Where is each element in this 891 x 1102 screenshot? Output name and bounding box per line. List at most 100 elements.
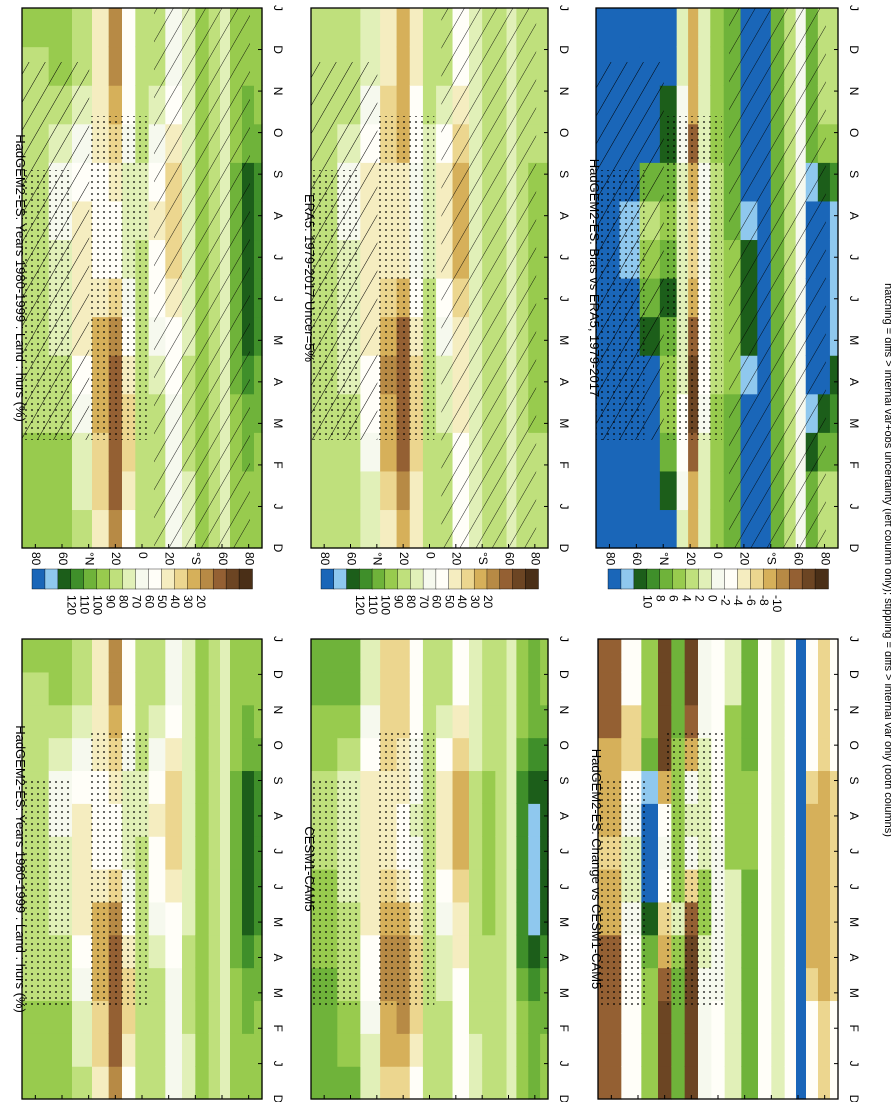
heat-cell [254,639,263,673]
heat-cell [482,704,496,739]
heat-cell [796,934,807,969]
heat-cell [771,770,786,804]
colorbar-label: 90 [103,595,117,609]
heat-cell [495,934,508,969]
colorbar-label: 8 [654,595,668,602]
x-tick-label: J [847,296,861,302]
heat-cell [771,1033,786,1067]
heat-cell [540,704,549,739]
heat-cell [818,1000,831,1034]
colorbar-label: 120 [353,595,367,615]
heat-cell [711,639,726,673]
heat-cell [311,671,338,706]
heat-cell [495,737,508,772]
heat-cell [254,85,263,125]
panel-title: HadGEM2-ES: Change vs CESM1-CAM5 [589,749,604,990]
heat-cell [452,803,470,837]
x-tick-label: D [847,45,861,54]
heat-cell [452,770,470,804]
heat-cell [230,901,243,936]
heat-cell [242,1066,255,1100]
heat-cell [540,639,549,673]
panel-p4: DJFMAMJJASONDJ8060°N20020°S6080HadGEM2-E… [13,568,285,1102]
x-tick-label: J [557,1061,571,1067]
heat-cell [409,470,424,511]
heat-cell [337,1066,361,1100]
colorbar-swatch [461,568,475,590]
heat-cell [619,8,641,48]
heat-cell [676,8,689,48]
heat-cell [540,737,549,772]
heat-cell [540,8,549,48]
heat-cell [135,85,150,125]
x-tick-label: A [557,212,571,220]
y-tick-label: 20 [738,552,752,566]
y-tick-label: 80 [29,552,43,566]
heat-cell [621,1066,642,1100]
heat-cell [230,934,243,969]
stipple-overlay [311,170,359,440]
heat-cell [311,8,338,48]
heat-cell [396,8,411,48]
heat-cell [436,836,454,870]
heat-cell [469,967,483,1002]
heat-cell [380,8,398,48]
heat-cell [311,509,338,549]
heat-cell [409,1066,424,1100]
colorbar-swatch [212,568,227,590]
heat-cell [641,1033,659,1067]
colorbar-swatch [486,568,501,590]
colorbar-swatch [435,568,450,590]
stipple-overlay [596,170,645,440]
x-tick-label: J [271,1061,285,1067]
heat-cell [165,737,183,772]
heat-cell [710,509,725,549]
heat-cell [830,770,839,804]
heat-cell [92,432,110,472]
heat-cell [528,967,541,1002]
heat-cell [165,967,183,1002]
heat-cell [771,836,786,870]
heat-cell [72,8,93,48]
heat-cell [220,639,231,673]
x-tick-label: A [557,812,571,820]
colorbar-label: 110 [78,595,92,614]
heat-cell [122,1000,136,1034]
stipple-overlay [89,731,147,1007]
heat-cell [148,704,166,739]
heat-cell [380,671,398,706]
heat-cell [784,704,797,739]
heat-cell [195,704,210,739]
x-tick-label: J [847,1061,861,1067]
heat-cell [495,671,508,706]
x-tick-label: N [847,705,861,714]
heat-cell [108,671,123,706]
heat-cell [482,803,496,837]
heat-cell [22,8,50,48]
heat-cell [658,704,672,739]
heat-cell [360,869,381,903]
heat-cell [254,836,263,870]
heat-cell [311,737,338,772]
heat-cell [711,1033,726,1067]
heat-cell [639,509,661,549]
y-tick-label: 80 [242,552,256,566]
colorbar-swatch [148,568,163,590]
heat-cell [598,1033,622,1067]
heat-cell [220,1000,231,1034]
heat-cell [495,967,508,1002]
x-tick-label: J [271,884,285,890]
heat-cell [254,770,263,804]
heat-cell [528,1033,541,1067]
heat-cell [208,671,221,706]
heat-cell [482,836,496,870]
heat-cell [784,901,797,936]
heat-cell [469,934,483,969]
heat-cell [710,8,725,48]
y-tick-label: 20 [450,552,464,566]
x-tick-label: S [847,777,861,785]
heat-cell [796,737,807,772]
colorbar-swatch [763,568,777,590]
heat-cell [659,85,678,125]
heat-cell [818,803,831,837]
